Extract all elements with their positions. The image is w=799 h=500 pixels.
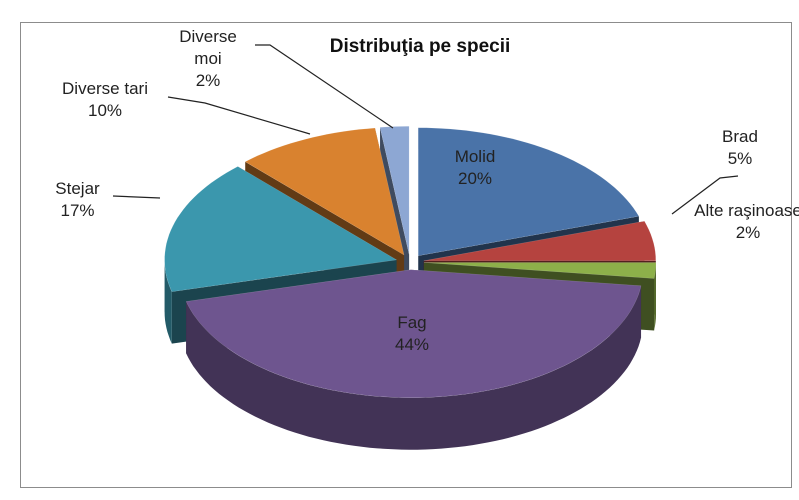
value-label: 44%: [394, 335, 430, 354]
value-label: 5%: [727, 149, 753, 168]
value-label: 20%: [457, 169, 493, 188]
slice: [417, 127, 640, 257]
category-label: Diverse moi: [179, 27, 237, 68]
category-label: Molid: [454, 147, 496, 166]
slice-wall: [654, 262, 656, 331]
chart-title: Distribuţia pe specii: [329, 36, 511, 57]
category-label: Alte raşinoase: [694, 201, 799, 220]
slice-wall: [164, 259, 172, 344]
slice-wall: [186, 285, 642, 450]
data-label: Diverse tari 10%: [40, 78, 170, 122]
value-label: 17%: [60, 201, 95, 220]
data-label: Diverse moi 2%: [170, 26, 246, 92]
slice: [244, 127, 405, 256]
slice: [423, 220, 657, 262]
chart-frame: [20, 22, 792, 488]
data-label: Brad 5%: [690, 126, 790, 170]
slice: [185, 269, 642, 398]
value-label: 2%: [195, 71, 221, 90]
leader-line: [671, 175, 739, 215]
value-label: 2%: [735, 223, 761, 242]
slice-tops: [164, 126, 657, 398]
leader-line: [167, 96, 311, 135]
data-label: Stejar 17%: [30, 178, 125, 222]
slice: [379, 126, 410, 255]
data-label: Fag 44%: [352, 312, 472, 356]
category-label: Fag: [397, 313, 427, 332]
data-label: Alte raşinoase 2%: [688, 200, 799, 244]
category-label: Diverse tari: [62, 79, 148, 98]
leader-line: [255, 44, 394, 129]
leader-line: [112, 195, 161, 199]
slice: [164, 166, 398, 292]
category-label: Stejar: [55, 179, 100, 198]
slice: [423, 262, 657, 279]
data-label: Molid 20%: [430, 146, 520, 190]
value-label: 10%: [87, 101, 123, 120]
category-label: Brad: [722, 127, 758, 146]
